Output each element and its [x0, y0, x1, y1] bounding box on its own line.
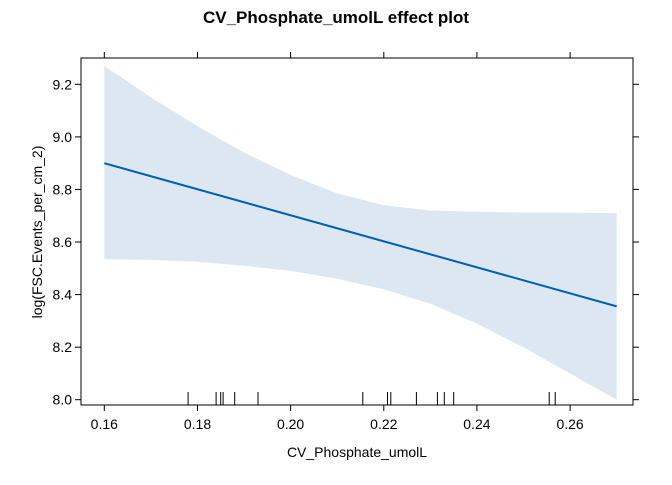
y-tick-label-1: 8.2	[53, 339, 73, 355]
x-tick-label-0: 0.16	[91, 416, 118, 432]
x-tick-label-4: 0.24	[463, 416, 490, 432]
chart-title: CV_Phosphate_umolL effect plot	[203, 8, 469, 27]
rug-layer	[187, 392, 556, 405]
y-tick-label-2: 8.4	[53, 287, 73, 303]
y-tick-label-6: 9.2	[53, 76, 73, 92]
effect-line-layer	[104, 162, 617, 308]
x-tick-label-3: 0.22	[370, 416, 397, 432]
y-tick-label-0: 8.0	[53, 392, 73, 408]
y-axis-label: log(FSC.Events_per_cm_2)	[29, 146, 45, 319]
confidence-band	[104, 65, 617, 400]
y-tick-label-3: 8.6	[53, 234, 73, 250]
x-tick-label-5: 0.26	[556, 416, 583, 432]
plot-frame	[80, 57, 634, 406]
y-tick-label-5: 9.0	[53, 129, 73, 145]
effect-line-0	[104, 162, 617, 308]
x-tick-label-1: 0.18	[184, 416, 211, 432]
x-tick-label-2: 0.20	[277, 416, 304, 432]
x-axis-label: CV_Phosphate_umolL	[287, 444, 427, 460]
y-tick-label-4: 8.8	[53, 181, 73, 197]
confidence-band-layer	[104, 65, 617, 400]
axis-ticks: 0.16 0.18 0.20 0.22 0.24 0.26 8.0 8.2 8.4 8.6 8.8 9…	[53, 52, 639, 432]
